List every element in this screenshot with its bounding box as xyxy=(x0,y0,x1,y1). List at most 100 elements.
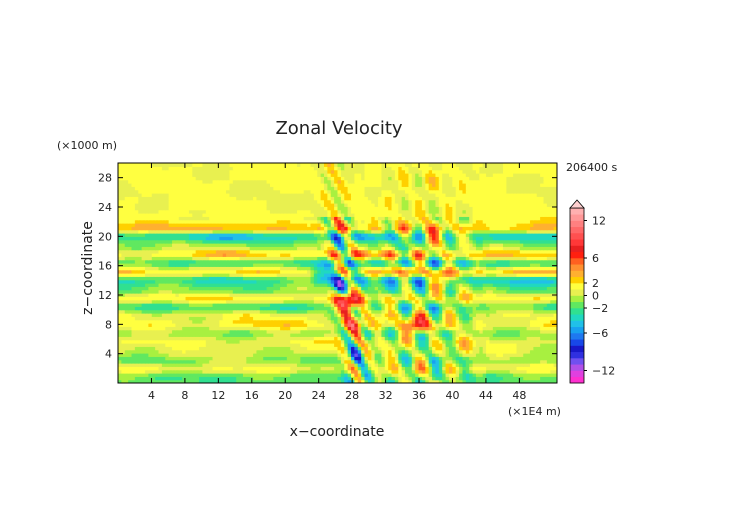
heatmap-cell xyxy=(405,319,410,324)
heatmap-cell xyxy=(276,346,281,351)
heatmap-cell xyxy=(212,269,217,274)
heatmap-cell xyxy=(256,326,261,331)
heatmap-cell xyxy=(148,343,153,347)
heatmap-cell xyxy=(472,336,477,341)
heatmap-cell xyxy=(469,263,474,267)
heatmap-cell xyxy=(445,319,450,324)
heatmap-cell xyxy=(428,289,433,294)
heatmap-cell xyxy=(239,286,244,291)
heatmap-cell xyxy=(462,289,467,294)
heatmap-cell xyxy=(219,366,224,371)
heatmap-cell xyxy=(479,256,484,261)
heatmap-cell xyxy=(185,256,190,261)
heatmap-cell xyxy=(334,276,339,281)
heatmap-cell xyxy=(398,346,403,351)
heatmap-cell xyxy=(388,319,393,324)
heatmap-cell xyxy=(509,353,514,357)
heatmap-cell xyxy=(266,269,271,274)
heatmap-cell xyxy=(124,299,129,304)
heatmap-cell xyxy=(418,256,423,261)
heatmap-cell xyxy=(421,299,426,304)
heatmap-cell xyxy=(185,356,190,361)
heatmap-cell xyxy=(492,256,497,261)
heatmap-cell xyxy=(489,303,494,307)
heatmap-cell xyxy=(222,296,227,301)
heatmap-cell xyxy=(232,289,237,294)
heatmap-cell xyxy=(415,333,420,337)
heatmap-cell xyxy=(445,279,450,284)
heatmap-cell xyxy=(242,299,247,304)
heatmap-cell xyxy=(158,253,163,257)
heatmap-cell xyxy=(381,379,386,383)
heatmap-cell xyxy=(155,279,160,284)
heatmap-cell xyxy=(401,353,406,357)
heatmap-cell xyxy=(222,319,227,324)
heatmap-cell xyxy=(435,323,440,327)
heatmap-cell xyxy=(462,326,467,331)
heatmap-cell xyxy=(351,366,355,371)
heatmap-cell xyxy=(462,363,467,367)
heatmap-cell xyxy=(195,313,200,317)
heatmap-cell xyxy=(445,379,450,383)
heatmap-cell xyxy=(138,323,143,327)
heatmap-cell xyxy=(421,319,426,324)
heatmap-cell xyxy=(266,316,271,321)
heatmap-cell xyxy=(323,259,328,264)
heatmap-cell xyxy=(479,276,484,281)
heatmap-cell xyxy=(411,319,416,324)
heatmap-cell xyxy=(543,266,548,271)
heatmap-cell xyxy=(472,329,477,334)
heatmap-cell xyxy=(533,263,538,267)
heatmap-cell xyxy=(502,336,507,341)
heatmap-cell xyxy=(371,333,376,337)
heatmap-cell xyxy=(168,333,173,337)
heatmap-cell xyxy=(540,259,545,264)
heatmap-cell xyxy=(310,286,315,291)
heatmap-cell xyxy=(513,313,518,317)
heatmap-cell xyxy=(344,273,349,277)
heatmap-cell xyxy=(131,296,136,301)
heatmap-cell xyxy=(506,299,511,304)
heatmap-cell xyxy=(408,296,413,301)
heatmap-cell xyxy=(246,346,251,351)
heatmap-cell xyxy=(357,333,362,337)
heatmap-cell xyxy=(128,276,133,281)
heatmap-cell xyxy=(327,329,332,334)
heatmap-cell xyxy=(364,359,369,364)
heatmap-cell xyxy=(364,309,369,314)
heatmap-cell xyxy=(202,329,207,334)
heatmap-cell xyxy=(330,303,335,307)
heatmap-cell xyxy=(381,333,386,337)
heatmap-cell xyxy=(472,273,477,277)
heatmap-cell xyxy=(330,333,335,337)
heatmap-cell xyxy=(381,373,386,377)
heatmap-cell xyxy=(553,299,557,304)
heatmap-cell xyxy=(506,289,511,294)
heatmap-cell xyxy=(192,329,197,334)
heatmap-cell xyxy=(202,306,207,311)
heatmap-cell xyxy=(553,336,557,341)
heatmap-cell xyxy=(394,323,399,327)
heatmap-cell xyxy=(354,266,359,271)
heatmap-cell xyxy=(492,299,497,304)
heatmap-cell xyxy=(253,326,258,331)
heatmap-cell xyxy=(357,316,362,321)
heatmap-cell xyxy=(185,339,190,344)
heatmap-cell xyxy=(124,263,129,267)
heatmap-cell xyxy=(242,263,247,267)
heatmap-cell xyxy=(280,296,285,301)
heatmap-cell xyxy=(155,313,160,317)
heatmap-cell xyxy=(323,353,328,357)
heatmap-cell xyxy=(158,296,163,301)
heatmap-cell xyxy=(546,306,551,311)
heatmap-cell xyxy=(415,379,420,383)
heatmap-cell xyxy=(232,309,237,314)
heatmap-cell xyxy=(300,316,305,321)
heatmap-cell xyxy=(492,279,497,284)
heatmap-cell xyxy=(442,273,447,277)
heatmap-cell xyxy=(367,369,372,374)
heatmap-cell xyxy=(469,373,474,377)
heatmap-cell xyxy=(246,313,251,317)
heatmap-cell xyxy=(428,286,433,291)
heatmap-cell xyxy=(378,276,382,281)
